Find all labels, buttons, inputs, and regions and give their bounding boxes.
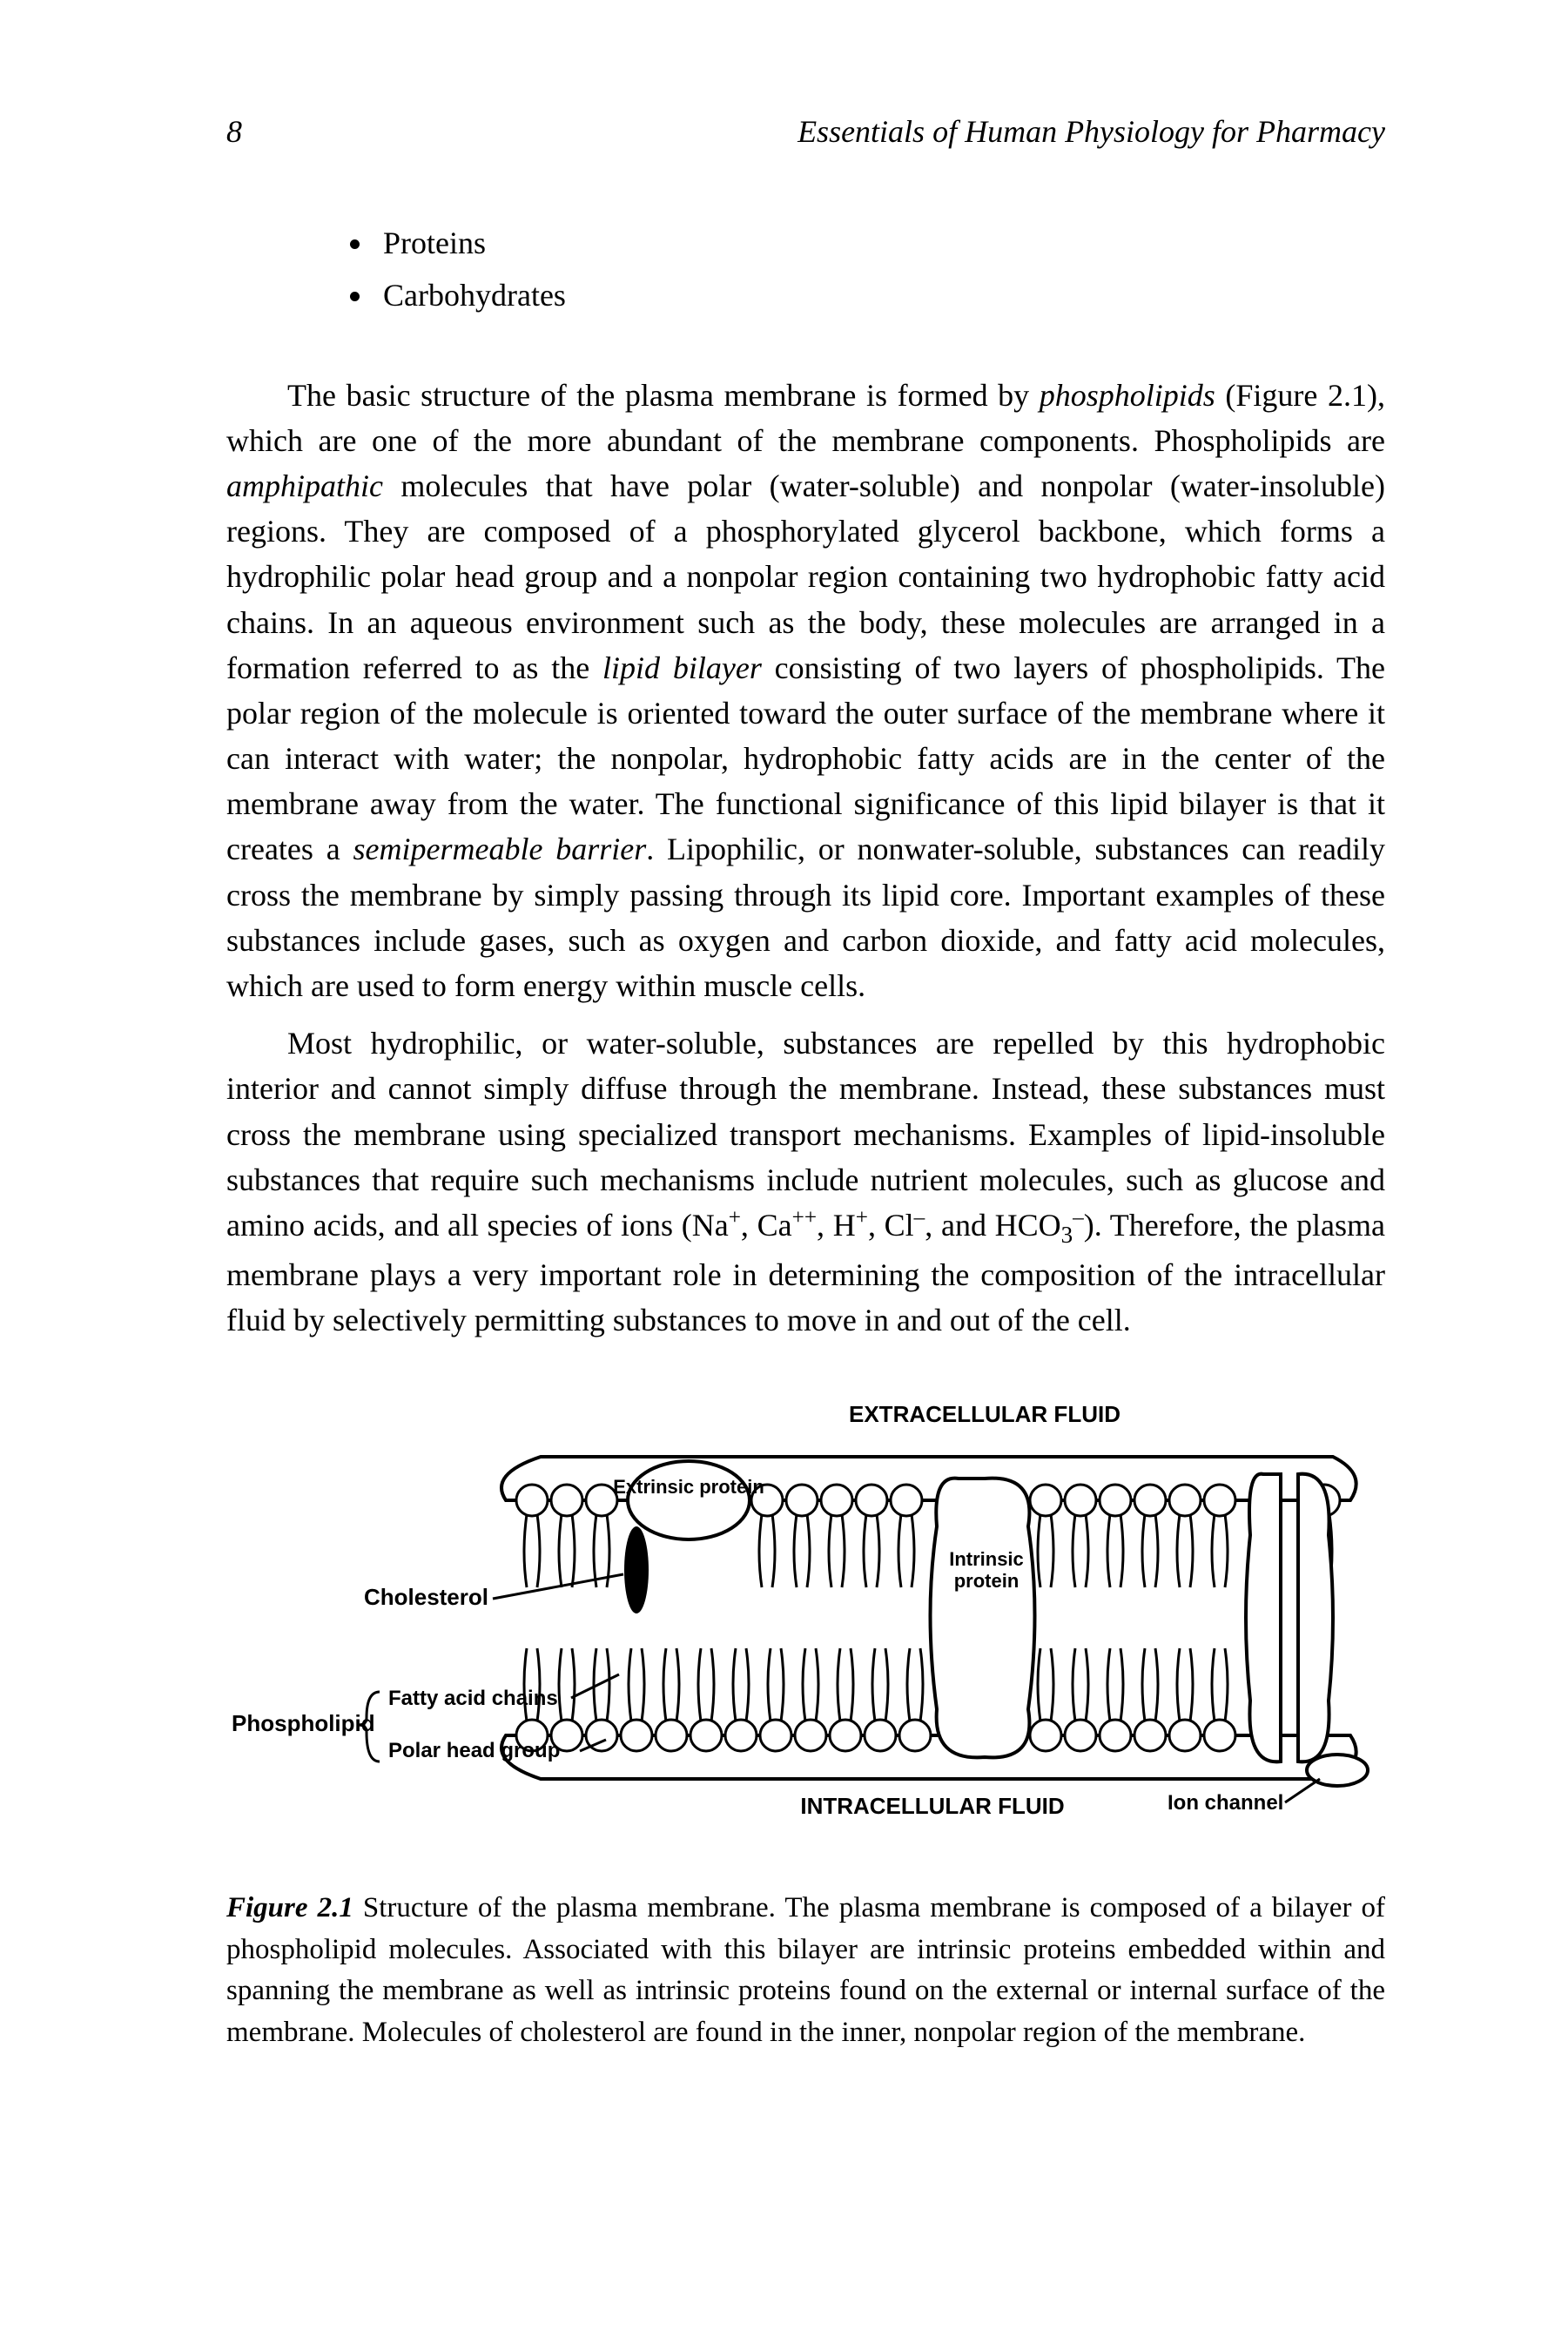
label-intracellular: INTRACELLULAR FLUID — [800, 1793, 1064, 1819]
lipid-bilayer-bottom — [516, 1648, 1235, 1751]
italic-term: lipid bilayer — [602, 650, 762, 685]
text-run: , and HCO — [925, 1208, 1060, 1243]
superscript: + — [729, 1206, 741, 1229]
bullet-item: Proteins — [374, 219, 1385, 268]
text-run: , H — [817, 1208, 856, 1243]
bullet-list: Proteins Carbohydrates — [374, 219, 1385, 320]
membrane-diagram: EXTRACELLULAR FLUID — [227, 1387, 1385, 1857]
label-extracellular: EXTRACELLULAR FLUID — [849, 1401, 1120, 1427]
label-polar-head: Polar head group — [388, 1739, 560, 1762]
running-title: Essentials of Human Physiology for Pharm… — [797, 113, 1385, 150]
cholesterol — [624, 1526, 649, 1613]
superscript: ++ — [792, 1206, 817, 1229]
superscript: – — [1073, 1206, 1084, 1229]
label-cholesterol: Cholesterol — [363, 1584, 488, 1610]
italic-term: semipermeable barrier — [353, 832, 646, 866]
text-run: , Ca — [741, 1208, 792, 1243]
superscript: – — [914, 1206, 925, 1229]
caption-text: Structure of the plasma membrane. The pl… — [226, 1892, 1385, 2049]
bullet-item: Carbohydrates — [374, 272, 1385, 320]
caption-lead: Figure 2.1 — [226, 1892, 353, 1923]
italic-term: phospholipids — [1040, 378, 1215, 413]
figure-caption: Figure 2.1 Structure of the plasma membr… — [226, 1888, 1385, 2054]
label-phospholipid: Phospholipid — [232, 1710, 375, 1736]
text-run: , Cl — [868, 1208, 914, 1243]
text-run: The basic structure of the plasma membra… — [287, 378, 1040, 413]
label-intrinsic-line2: protein — [953, 1570, 1019, 1592]
subscript: 3 — [1061, 1222, 1073, 1248]
page-number: 8 — [226, 113, 242, 150]
intrinsic-protein: Intrinsic protein — [930, 1478, 1034, 1757]
label-fatty-acid: Fatty acid chains — [388, 1687, 558, 1710]
label-ion-channel: Ion channel — [1168, 1791, 1283, 1815]
label-extrinsic: Extrinsic protein — [613, 1476, 764, 1498]
label-intrinsic-line1: Intrinsic — [949, 1548, 1024, 1570]
page-header: 8 Essentials of Human Physiology for Pha… — [226, 113, 1385, 150]
paragraph-1: The basic structure of the plasma membra… — [226, 373, 1385, 1009]
paragraph-2: Most hydrophilic, or water-soluble, subs… — [226, 1021, 1385, 1343]
figure-2-1: EXTRACELLULAR FLUID — [226, 1387, 1385, 1862]
superscript: + — [856, 1206, 868, 1229]
italic-term: amphipathic — [226, 468, 383, 503]
